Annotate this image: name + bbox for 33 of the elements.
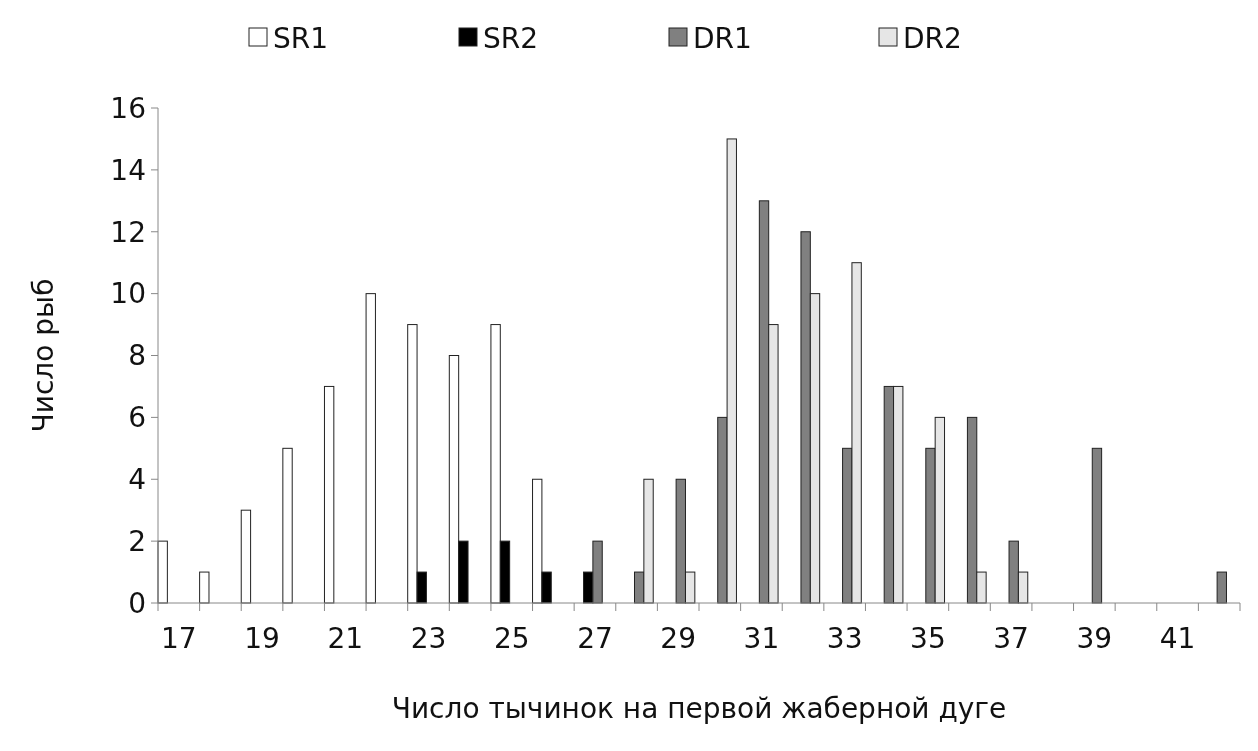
y-tick-label: 12 [110, 215, 146, 249]
y-tick-label: 4 [128, 463, 146, 497]
x-tick-label: 41 [1159, 622, 1196, 655]
y-tick-label: 10 [110, 277, 146, 311]
x-tick-label: 29 [660, 622, 697, 655]
x-tick-label: 17 [160, 622, 197, 655]
x-tick-label: 39 [1076, 622, 1113, 655]
bar [282, 447, 293, 604]
y-tick-label: 8 [128, 339, 146, 373]
legend-label: DR1 [693, 21, 752, 55]
legend-label: SR2 [483, 21, 539, 55]
y-tick-label: 6 [128, 401, 146, 435]
x-tick-label: 21 [327, 622, 364, 655]
y-tick-label: 0 [128, 586, 146, 620]
x-tick-label: 23 [410, 622, 447, 655]
x-tick-label: 19 [244, 622, 280, 655]
x-axis-title: Число тычинок на первой жаберной дуге [391, 692, 1007, 725]
legend-label: DR2 [903, 21, 962, 55]
bar [365, 293, 376, 604]
bar [323, 385, 335, 604]
bar [199, 571, 210, 604]
x-tick-label: 31 [743, 622, 780, 655]
x-tick-label: 25 [493, 622, 530, 655]
x-tick-label: 35 [910, 622, 946, 655]
y-axis-title: Число рыб [27, 278, 60, 433]
y-tick-label: 14 [110, 153, 146, 187]
y-tick-label: 16 [110, 91, 146, 125]
legend-label: SR1 [273, 21, 329, 55]
bar [240, 509, 252, 604]
x-tick-label: 33 [826, 622, 863, 655]
y-tick-label: 2 [128, 524, 146, 558]
x-tick-label: 37 [993, 622, 1029, 655]
x-tick-label: 27 [577, 622, 613, 655]
